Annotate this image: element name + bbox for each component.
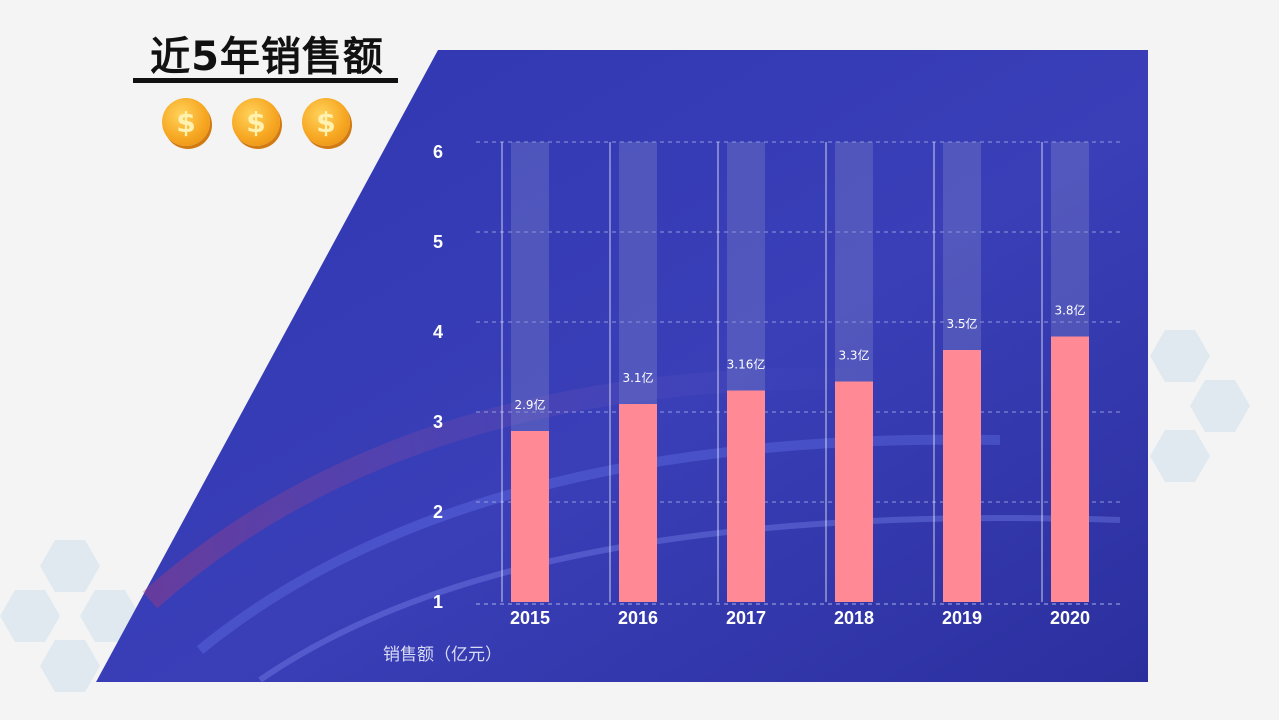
x-tick-label: 2016 — [618, 608, 658, 628]
data-label: 3.1亿 — [622, 370, 653, 385]
y-tick-label: 2 — [433, 502, 443, 522]
y-tick-label: 1 — [433, 592, 443, 612]
bar — [835, 381, 873, 602]
data-label: 3.3亿 — [838, 348, 869, 363]
dollar-coin-icon: $ — [232, 98, 280, 146]
bar — [619, 404, 657, 602]
dollar-coin-icon: $ — [162, 98, 210, 146]
title-underline — [133, 78, 398, 83]
hexagon-decoration — [40, 540, 100, 592]
y-tick-label: 4 — [433, 322, 443, 342]
x-tick-label: 2015 — [510, 608, 550, 628]
data-label: 2.9亿 — [514, 397, 545, 412]
bar — [1051, 336, 1089, 602]
x-tick-label: 2019 — [942, 608, 982, 628]
bar — [511, 431, 549, 602]
y-tick-label: 6 — [433, 142, 443, 162]
hexagon-decoration — [0, 590, 60, 642]
x-tick-label: 2020 — [1050, 608, 1090, 628]
x-tick-label: 2018 — [834, 608, 874, 628]
bar — [943, 350, 981, 602]
x-tick-label: 2017 — [726, 608, 766, 628]
light-streak-decoration — [142, 367, 901, 609]
coin-row: $ $ $ — [162, 98, 350, 146]
dollar-coin-icon: $ — [302, 98, 350, 146]
chart-panel — [96, 50, 1148, 682]
data-label: 3.5亿 — [946, 316, 977, 331]
y-axis-label: 销售额（亿元） — [383, 645, 502, 665]
page-title: 近5年销售额 — [150, 34, 384, 80]
hexagon-decoration — [40, 640, 100, 692]
y-tick-label: 5 — [433, 232, 443, 252]
data-label: 3.8亿 — [1054, 303, 1085, 318]
y-tick-label: 3 — [433, 412, 443, 432]
bar — [727, 390, 765, 602]
data-label: 3.16亿 — [727, 357, 766, 372]
